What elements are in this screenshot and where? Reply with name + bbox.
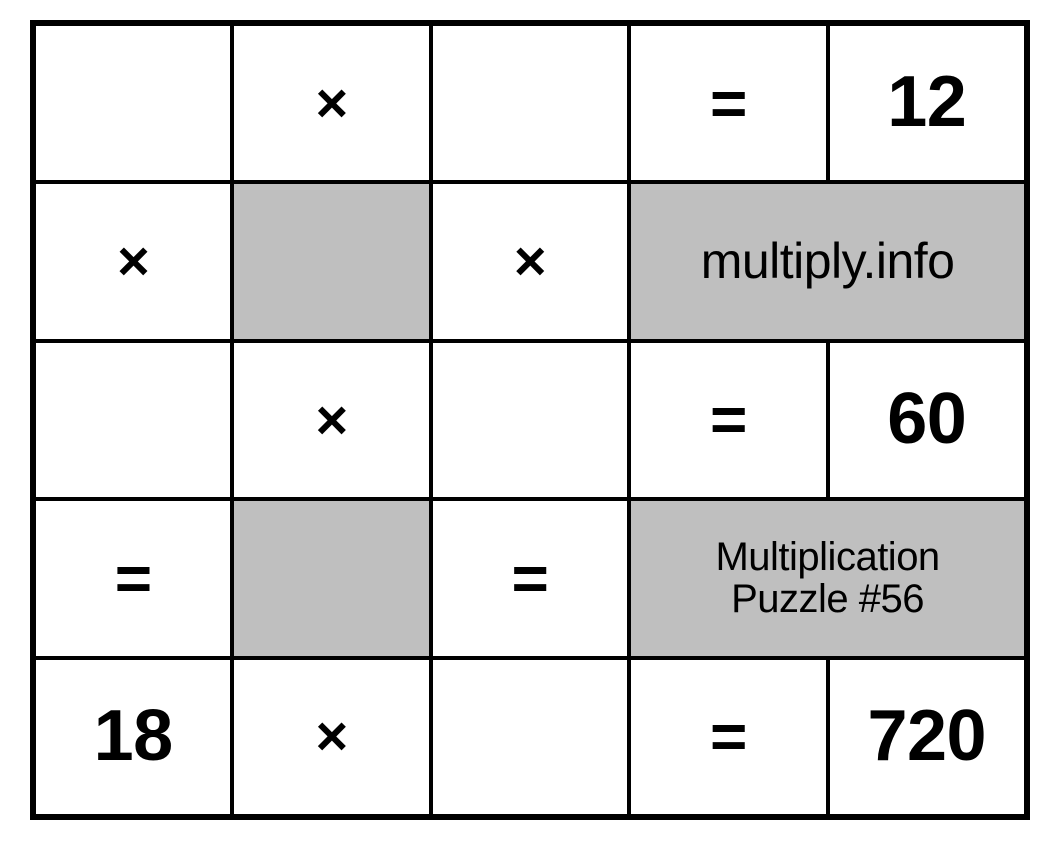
result-r0: 12 xyxy=(828,24,1026,182)
blank-cell xyxy=(232,499,430,657)
operator-equals: = xyxy=(34,499,232,657)
puzzle-grid: × = 12 × × multiply.info × = 60 = = Mult… xyxy=(30,20,1030,820)
title-line-1: Multiplication xyxy=(715,535,939,579)
operator-equals: = xyxy=(629,341,827,499)
operator-times: × xyxy=(232,658,430,816)
brand-label: multiply.info xyxy=(629,182,1026,340)
operator-times: × xyxy=(431,182,629,340)
result-r4: 720 xyxy=(828,658,1026,816)
input-r2c0[interactable] xyxy=(34,341,232,499)
puzzle-title: Multiplication Puzzle #56 xyxy=(629,499,1026,657)
blank-cell xyxy=(232,182,430,340)
operator-equals: = xyxy=(431,499,629,657)
operator-equals: = xyxy=(629,658,827,816)
result-r2: 60 xyxy=(828,341,1026,499)
title-line-2: Puzzle #56 xyxy=(731,577,924,621)
input-r0c2[interactable] xyxy=(431,24,629,182)
input-r0c0[interactable] xyxy=(34,24,232,182)
given-r4c0: 18 xyxy=(34,658,232,816)
operator-equals: = xyxy=(629,24,827,182)
operator-times: × xyxy=(232,24,430,182)
operator-times: × xyxy=(34,182,232,340)
operator-times: × xyxy=(232,341,430,499)
input-r2c2[interactable] xyxy=(431,341,629,499)
input-r4c2[interactable] xyxy=(431,658,629,816)
